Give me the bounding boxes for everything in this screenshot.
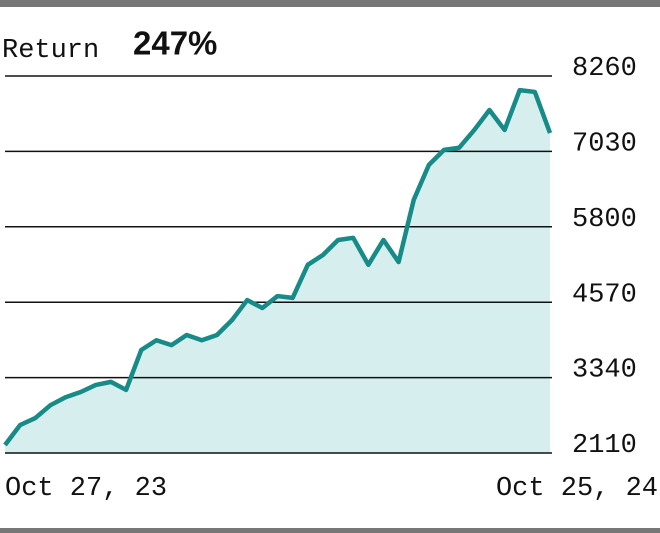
x-tick-label: Oct 25, 24 — [496, 474, 658, 504]
bottom-bar — [0, 528, 660, 533]
y-tick-label: 8260 — [572, 54, 637, 84]
chart-title: Return — [2, 36, 99, 66]
return-value: 247% — [133, 25, 217, 62]
y-tick-label: 3340 — [572, 356, 637, 386]
area-fill — [5, 90, 550, 454]
y-tick-label: 5800 — [572, 205, 637, 235]
plot — [3, 75, 553, 454]
top-bar — [0, 0, 660, 7]
y-tick-label: 2110 — [572, 431, 637, 461]
y-tick-label: 4570 — [572, 280, 637, 310]
y-tick-label: 7030 — [572, 130, 637, 160]
x-tick-label: Oct 27, 23 — [5, 474, 167, 504]
line — [3, 87, 553, 447]
